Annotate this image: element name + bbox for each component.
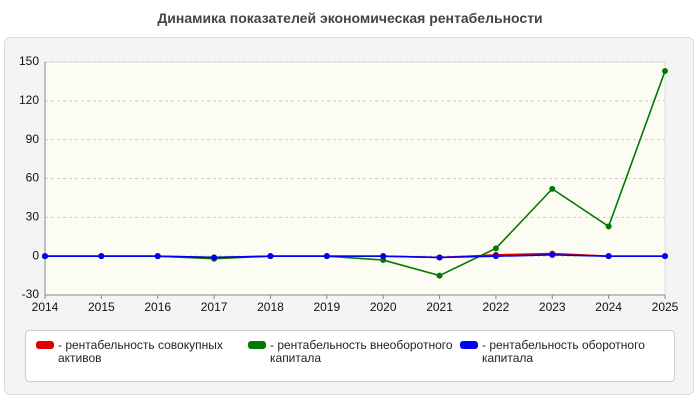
y-tick-label: 30 bbox=[26, 210, 40, 224]
y-tick-label: 90 bbox=[26, 132, 40, 146]
legend-item: - рентабельность внеоборотного капитала bbox=[244, 339, 456, 373]
x-tick-label: 2020 bbox=[370, 300, 397, 314]
x-tick-label: 2024 bbox=[595, 300, 622, 314]
data-point bbox=[211, 254, 218, 261]
x-tick-label: 2015 bbox=[88, 300, 115, 314]
y-tick-label: 60 bbox=[26, 171, 40, 185]
x-tick-label: 2022 bbox=[483, 300, 510, 314]
series-line bbox=[45, 254, 665, 259]
data-point bbox=[436, 272, 443, 279]
data-point bbox=[323, 253, 330, 260]
data-point bbox=[492, 245, 499, 252]
data-point bbox=[98, 253, 105, 260]
legend-swatch bbox=[36, 341, 54, 349]
data-point bbox=[154, 253, 161, 260]
y-tick-label: -30 bbox=[22, 287, 40, 301]
legend-label: - рентабельность совокупных активов bbox=[58, 338, 223, 365]
data-point bbox=[605, 223, 612, 230]
x-tick-label: 2021 bbox=[426, 300, 453, 314]
data-point bbox=[380, 253, 387, 260]
legend: - рентабельность совокупных активов - рен… bbox=[25, 330, 675, 382]
data-point bbox=[436, 254, 443, 261]
data-point bbox=[605, 253, 612, 260]
legend-label: - рентабельность оборотного капитала bbox=[482, 338, 645, 365]
legend-swatch bbox=[248, 341, 266, 349]
chart-title: Динамика показателей экономическая рента… bbox=[157, 10, 543, 26]
legend-swatch bbox=[460, 341, 478, 349]
data-point bbox=[549, 185, 556, 192]
x-tick-label: 2017 bbox=[201, 300, 228, 314]
x-tick-label: 2018 bbox=[257, 300, 284, 314]
x-tick-label: 2016 bbox=[144, 300, 171, 314]
data-point bbox=[42, 253, 48, 260]
x-tick-label: 2023 bbox=[539, 300, 566, 314]
x-tick-label: 2025 bbox=[652, 300, 679, 314]
data-point bbox=[662, 68, 668, 75]
y-tick-label: 0 bbox=[32, 248, 39, 262]
data-point bbox=[549, 251, 556, 258]
data-point bbox=[492, 253, 499, 260]
legend-item: - рентабельность оборотного капитала bbox=[456, 339, 668, 373]
data-point bbox=[662, 253, 668, 260]
data-point bbox=[267, 253, 274, 260]
legend-item: - рентабельность совокупных активов bbox=[32, 339, 244, 373]
y-tick-label: 120 bbox=[19, 93, 39, 107]
x-tick-label: 2014 bbox=[32, 300, 59, 314]
y-tick-label: 150 bbox=[19, 54, 39, 68]
x-tick-label: 2019 bbox=[313, 300, 340, 314]
legend-label: - рентабельность внеоборотного капитала bbox=[270, 338, 453, 365]
